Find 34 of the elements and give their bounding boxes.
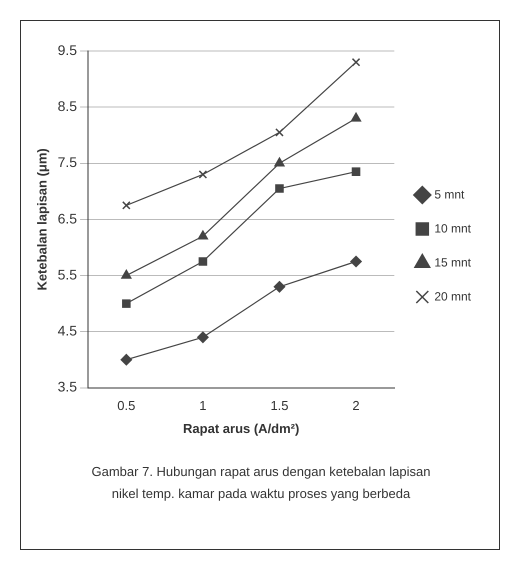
point [122,201,131,210]
point [274,158,285,167]
y-tick-label: 8.5 [58,98,78,114]
point [350,256,362,268]
y-axis-title: Ketebalan lapisan (μm) [34,148,50,291]
x-tick-label: 1.5 [270,398,289,414]
x-tick-label: 0.5 [117,398,136,414]
point [122,299,131,308]
point [198,170,208,179]
y-tick-label: 5.5 [58,266,78,282]
point [198,257,208,266]
y-tick-label: 4.5 [58,322,78,339]
point [120,354,132,366]
point [352,58,360,67]
y-tick-label: 3.5 [58,378,78,395]
legend-label: 15 mnt [434,255,472,270]
x-axis-title: Rapat arus (A/dm²) [183,420,300,436]
x-tick-label: 2 [352,398,360,414]
point [350,112,362,122]
y-tick-label: 7.5 [58,154,78,170]
point [121,270,132,279]
x-tick-label: 1 [199,398,207,414]
y-tick-label: 9.5 [58,42,78,58]
legend-label: 10 mnt [434,221,472,236]
point [198,230,208,240]
legend-label: 5 mnt [434,187,465,202]
point [197,332,209,344]
point [352,167,360,176]
point [275,184,284,193]
point [274,281,286,293]
point [275,128,284,137]
y-tick-label: 6.5 [58,210,78,226]
text: Gambar 7. Hubungan rapat arus dengan ketebalan lapisan nikel temp. kamar pada waktu proses yang berbeda [90,463,432,503]
legend-label: 20 mnt [434,289,472,304]
